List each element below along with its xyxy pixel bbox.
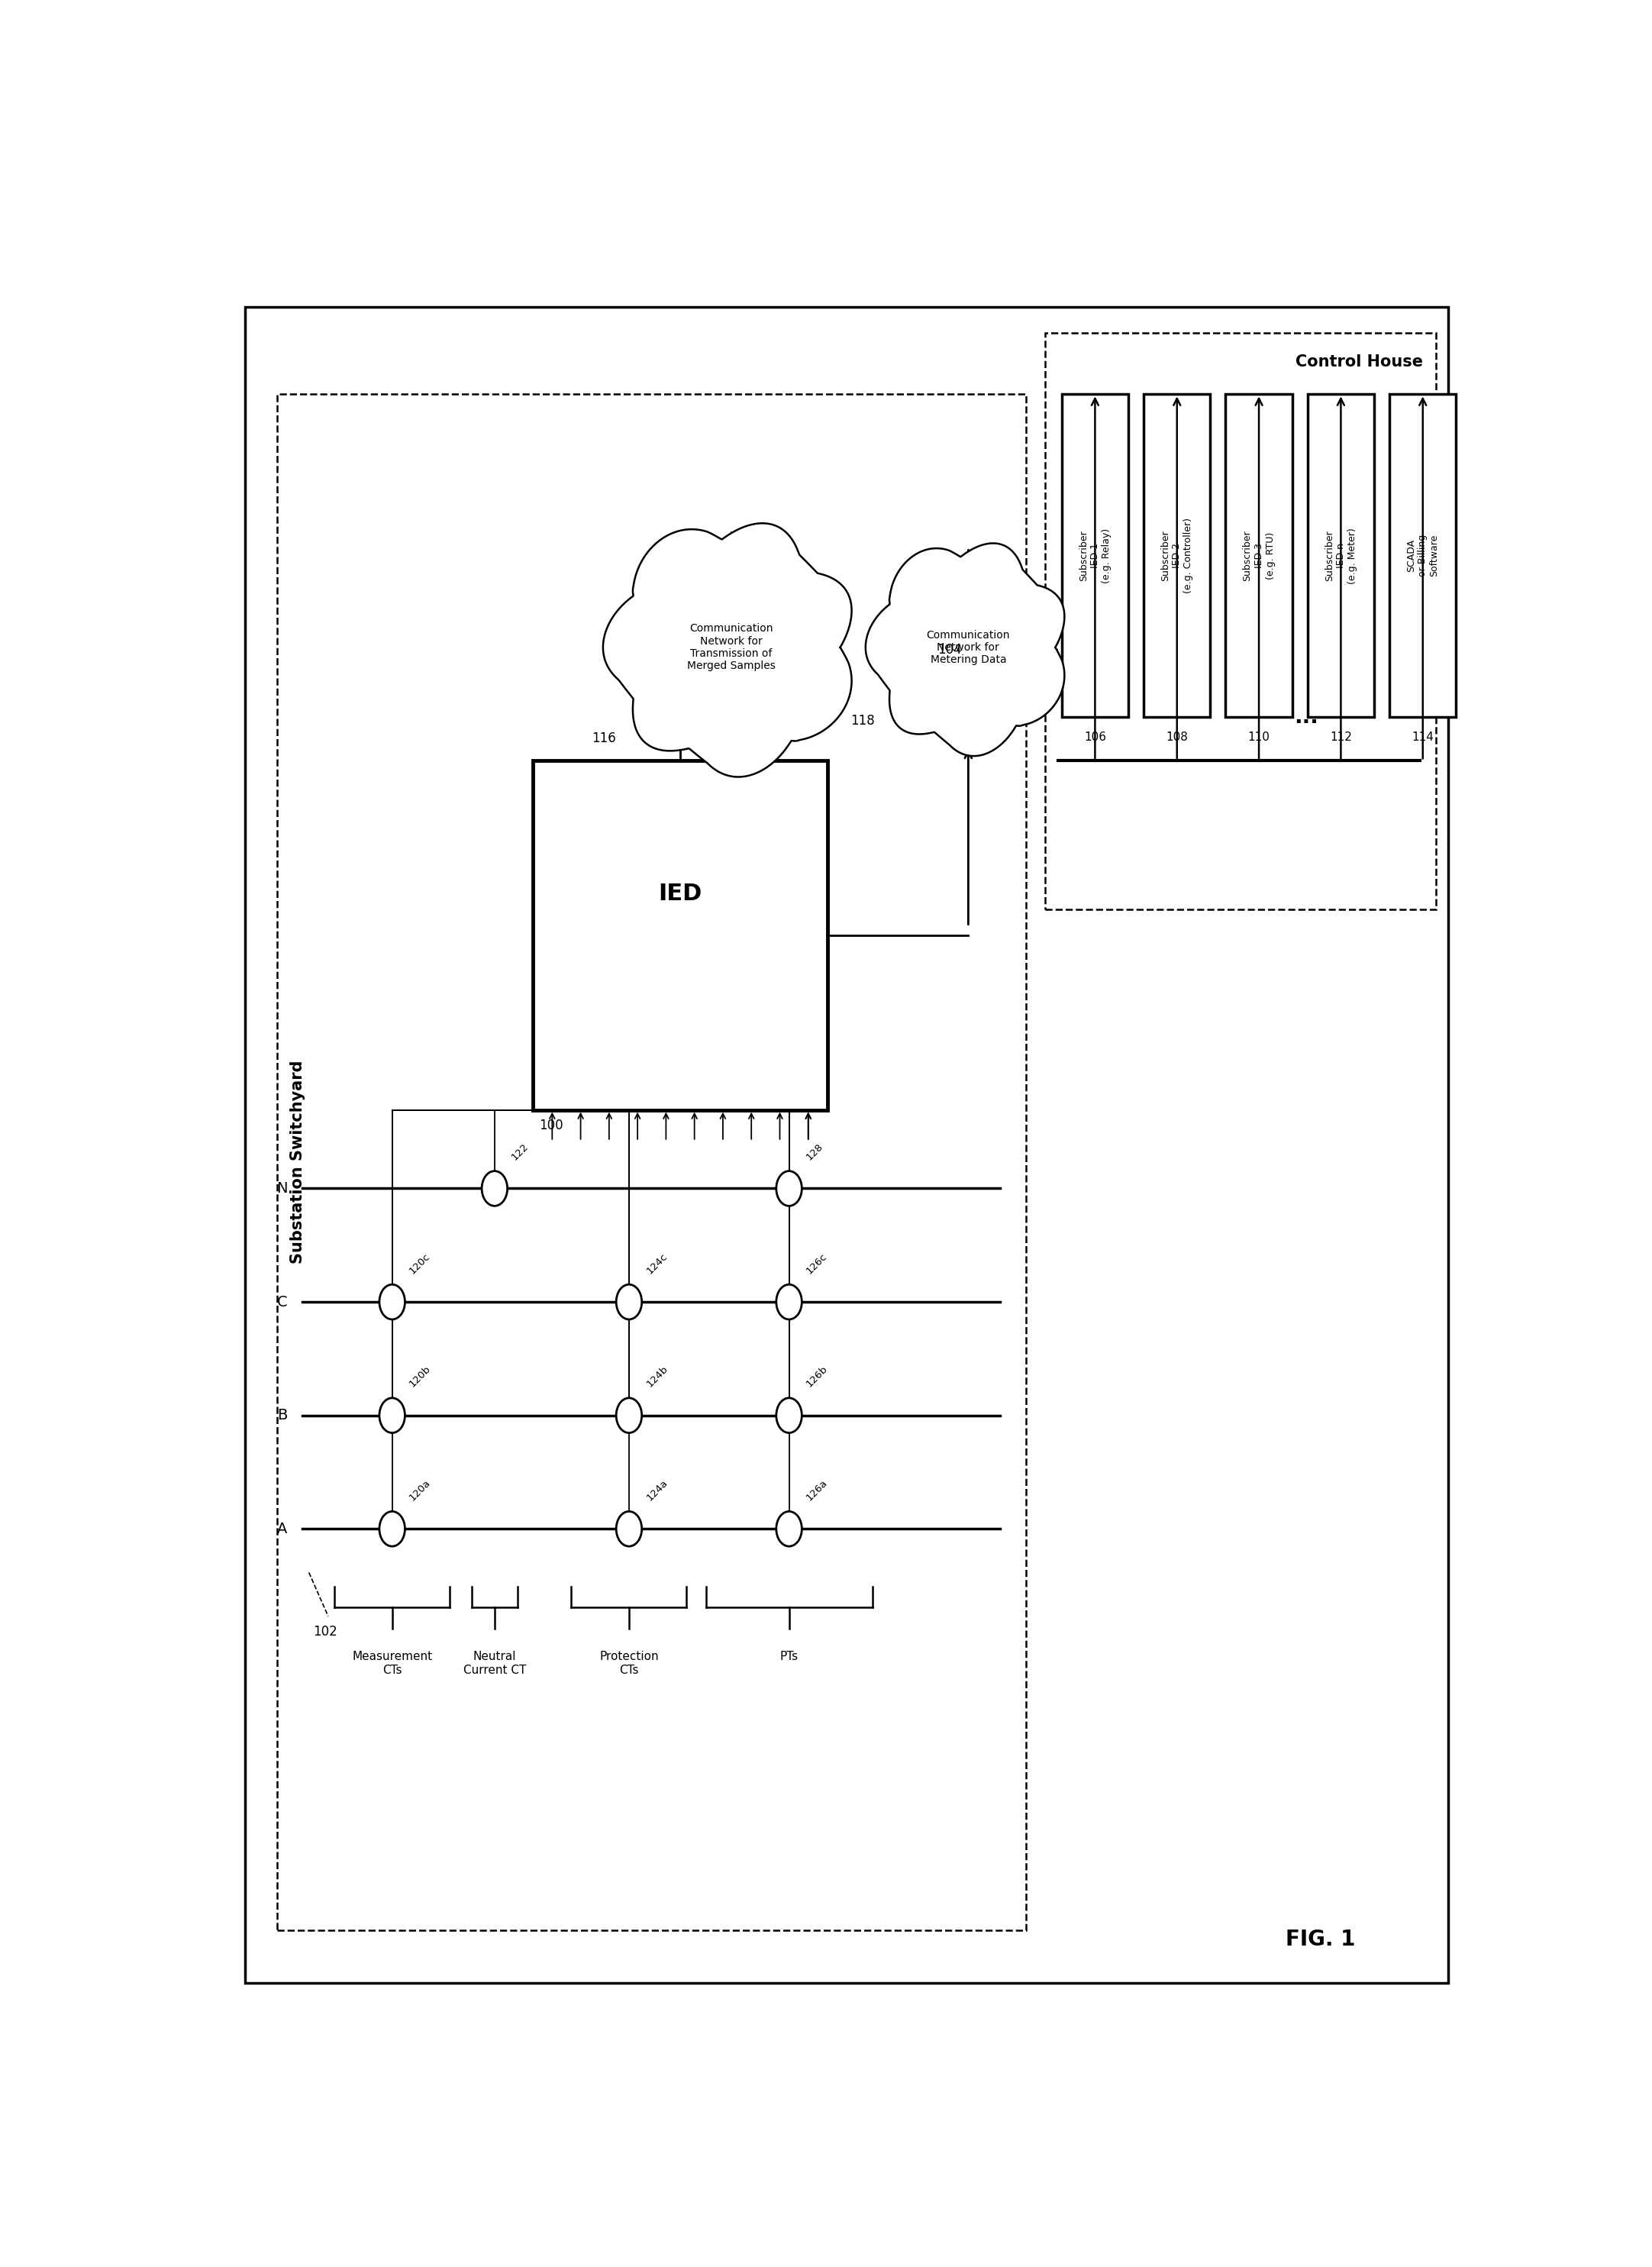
Text: 120b: 120b <box>408 1365 433 1390</box>
Text: 108: 108 <box>1166 732 1188 744</box>
Text: ...: ... <box>1294 707 1318 728</box>
Text: 126a: 126a <box>805 1478 829 1503</box>
Text: Protection
CTs: Protection CTs <box>600 1650 659 1675</box>
Circle shape <box>482 1172 507 1206</box>
Polygon shape <box>866 544 1064 755</box>
Text: 126c: 126c <box>805 1251 829 1276</box>
Circle shape <box>776 1285 801 1319</box>
Text: 120a: 120a <box>408 1478 433 1503</box>
Bar <box>1226 394 1292 716</box>
Text: 104: 104 <box>938 644 961 657</box>
Polygon shape <box>603 524 852 778</box>
Bar <box>1062 394 1128 716</box>
Bar <box>1308 394 1374 716</box>
Text: Subscriber
IED 2
(e.g. Controller): Subscriber IED 2 (e.g. Controller) <box>1161 517 1193 594</box>
Text: Substation Switchyard: Substation Switchyard <box>289 1061 306 1265</box>
Circle shape <box>616 1285 641 1319</box>
Circle shape <box>776 1512 801 1546</box>
Text: SCADA
or Billing
Software: SCADA or Billing Software <box>1406 535 1439 576</box>
Bar <box>1143 394 1211 716</box>
Circle shape <box>616 1399 641 1433</box>
Bar <box>1389 394 1455 716</box>
Circle shape <box>616 1512 641 1546</box>
Circle shape <box>380 1399 405 1433</box>
Text: 122: 122 <box>510 1143 530 1163</box>
Bar <box>1046 333 1436 909</box>
Text: 118: 118 <box>851 714 876 728</box>
Text: C: C <box>278 1294 287 1308</box>
Text: IED: IED <box>657 882 702 905</box>
Circle shape <box>776 1172 801 1206</box>
Circle shape <box>776 1399 801 1433</box>
Text: Subscriber
IED 3
(e.g. RTU): Subscriber IED 3 (e.g. RTU) <box>1242 530 1275 580</box>
Circle shape <box>380 1512 405 1546</box>
Text: FIG. 1: FIG. 1 <box>1285 1929 1355 1950</box>
Text: A: A <box>278 1521 287 1537</box>
Text: Communication
Network for
Transmission of
Merged Samples: Communication Network for Transmission o… <box>687 623 776 671</box>
Text: 124b: 124b <box>644 1365 669 1390</box>
Text: 126b: 126b <box>805 1365 829 1390</box>
Text: Subscriber
IED 1
(e.g. Relay): Subscriber IED 1 (e.g. Relay) <box>1079 528 1112 583</box>
Text: 120c: 120c <box>408 1251 433 1276</box>
Text: 106: 106 <box>1084 732 1107 744</box>
Text: 100: 100 <box>539 1118 563 1134</box>
Text: 124a: 124a <box>644 1478 669 1503</box>
Circle shape <box>380 1285 405 1319</box>
Text: 116: 116 <box>591 732 616 746</box>
Text: Communication
Network for
Metering Data: Communication Network for Metering Data <box>927 630 1009 664</box>
Text: 128: 128 <box>805 1143 824 1163</box>
Bar <box>278 394 1026 1931</box>
Text: 124c: 124c <box>644 1251 669 1276</box>
Text: 114: 114 <box>1412 732 1434 744</box>
Text: 102: 102 <box>312 1625 337 1639</box>
Text: Subscriber
IED n
(e.g. Meter): Subscriber IED n (e.g. Meter) <box>1325 528 1358 585</box>
Text: B: B <box>278 1408 287 1424</box>
Text: Control House: Control House <box>1295 354 1422 370</box>
Text: Neutral
Current CT: Neutral Current CT <box>463 1650 525 1675</box>
Text: 112: 112 <box>1330 732 1351 744</box>
Text: 110: 110 <box>1247 732 1270 744</box>
Text: N: N <box>276 1181 287 1195</box>
Text: Measurement
CTs: Measurement CTs <box>352 1650 433 1675</box>
Text: PTs: PTs <box>780 1650 798 1662</box>
Bar <box>534 762 828 1111</box>
